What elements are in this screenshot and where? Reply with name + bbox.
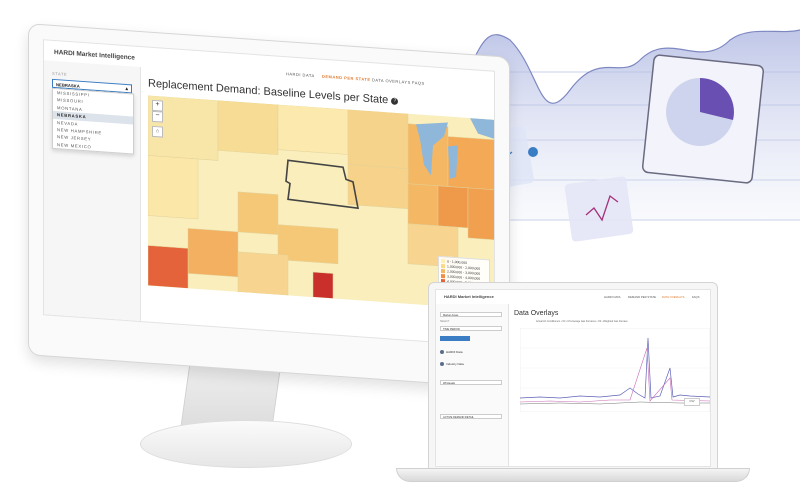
market-area-select[interactable]: Market Areas <box>440 312 502 317</box>
laptop: HARDI Market Intelligence HARDI DATA DEM… <box>428 282 718 472</box>
laptop-nav-demand-per-state[interactable]: DEMAND PER STATE <box>628 295 657 299</box>
series-line-pink <box>520 347 710 403</box>
map-svg <box>148 95 495 311</box>
legend-swatch <box>441 259 445 264</box>
nav-demand-per-state[interactable]: DEMAND PER STATE <box>322 73 371 83</box>
laptop-screen: HARDI Market Intelligence HARDI DATA DEM… <box>435 289 711 467</box>
map-lakes <box>416 122 448 176</box>
map-state <box>347 109 409 169</box>
range-slider[interactable] <box>440 336 470 341</box>
map-state <box>467 187 495 241</box>
map-state <box>407 183 439 227</box>
laptop-base <box>396 468 750 482</box>
map-state <box>237 251 289 296</box>
map-state <box>148 155 199 220</box>
overlay-line-chart <box>520 328 710 412</box>
monitor-screen: HARDI Market Intelligence HARDI DATA DEM… <box>43 39 495 347</box>
laptop-nav-hardi-data[interactable]: HARDI DATA <box>604 295 621 299</box>
legend-swatch <box>441 274 445 279</box>
laptop-nav-data-overlays[interactable]: DATA OVERLAYS <box>662 295 685 299</box>
selected-state-outline <box>285 159 359 210</box>
pie-card-decoration <box>641 54 765 184</box>
series-line-blue <box>520 337 710 399</box>
select-label: SELECT <box>440 320 450 323</box>
laptop-nav-faqs[interactable]: FAQS <box>692 295 700 299</box>
app-title: HARDI Market Intelligence <box>54 48 135 62</box>
desktop-monitor: HARDI Market Intelligence HARDI DATA DEM… <box>28 23 510 389</box>
zoom-home-button[interactable]: ⌂ <box>152 125 163 138</box>
state-dropdown-list: MISSISSIPPI MISSOURI MONTANA NEBRASKA NE… <box>52 87 134 155</box>
choropleth-map[interactable]: + − ⌂ 0 - 1,000,000 1,000,000 - 2,000,00… <box>148 95 495 311</box>
laptop-app-title: HARDI Market Intelligence <box>444 294 494 299</box>
time-period-field[interactable]: TIME PERIOD <box>440 326 502 331</box>
map-state <box>148 245 189 289</box>
nav-faqs[interactable]: FAQS <box>412 79 425 86</box>
industry-data-toggle[interactable]: Industry Data <box>440 362 464 367</box>
zoom-in-button[interactable]: + <box>152 99 163 112</box>
state-label: STATE <box>52 70 68 77</box>
nav-data-overlays[interactable]: DATA OVERLAYS <box>372 77 411 85</box>
map-state <box>237 191 279 235</box>
info-icon[interactable]: ? <box>391 97 399 105</box>
line-card-decoration-2 <box>564 176 634 242</box>
data-overlays-title: Data Overlays <box>514 310 559 317</box>
zoom-out-button[interactable]: − <box>152 110 163 123</box>
map-state <box>312 271 334 299</box>
marker-dot <box>528 147 538 157</box>
laptop-sidebar: Market Areas SELECT TIME PERIOD HARDI Da… <box>436 304 509 466</box>
legend-swatch <box>441 269 445 274</box>
wholesale-select[interactable]: Wholesale <box>440 380 502 385</box>
map-state <box>277 224 339 265</box>
legend-swatch <box>441 264 445 269</box>
hardi-data-toggle[interactable]: HARDI Data <box>440 350 463 355</box>
map-state <box>437 185 469 229</box>
map-state <box>277 104 349 155</box>
export-csv-button[interactable]: CSV <box>684 398 700 406</box>
monitor-stand-base <box>140 420 352 468</box>
nav-hardi-data[interactable]: HARDI DATA <box>286 71 315 79</box>
chart-legend: Actual Air Conditioners • Oil • US Avera… <box>536 320 628 323</box>
toggle-dot-icon <box>440 362 444 367</box>
map-state <box>217 100 279 155</box>
toggle-dot-icon <box>440 350 444 355</box>
active-demand-select[interactable]: ACTIVE DEMAND DETAIL <box>440 414 502 419</box>
sidebar: STATE NEBRASKA ▴ MISSISSIPPI MISSOURI MO… <box>44 60 141 322</box>
map-state <box>187 228 239 278</box>
